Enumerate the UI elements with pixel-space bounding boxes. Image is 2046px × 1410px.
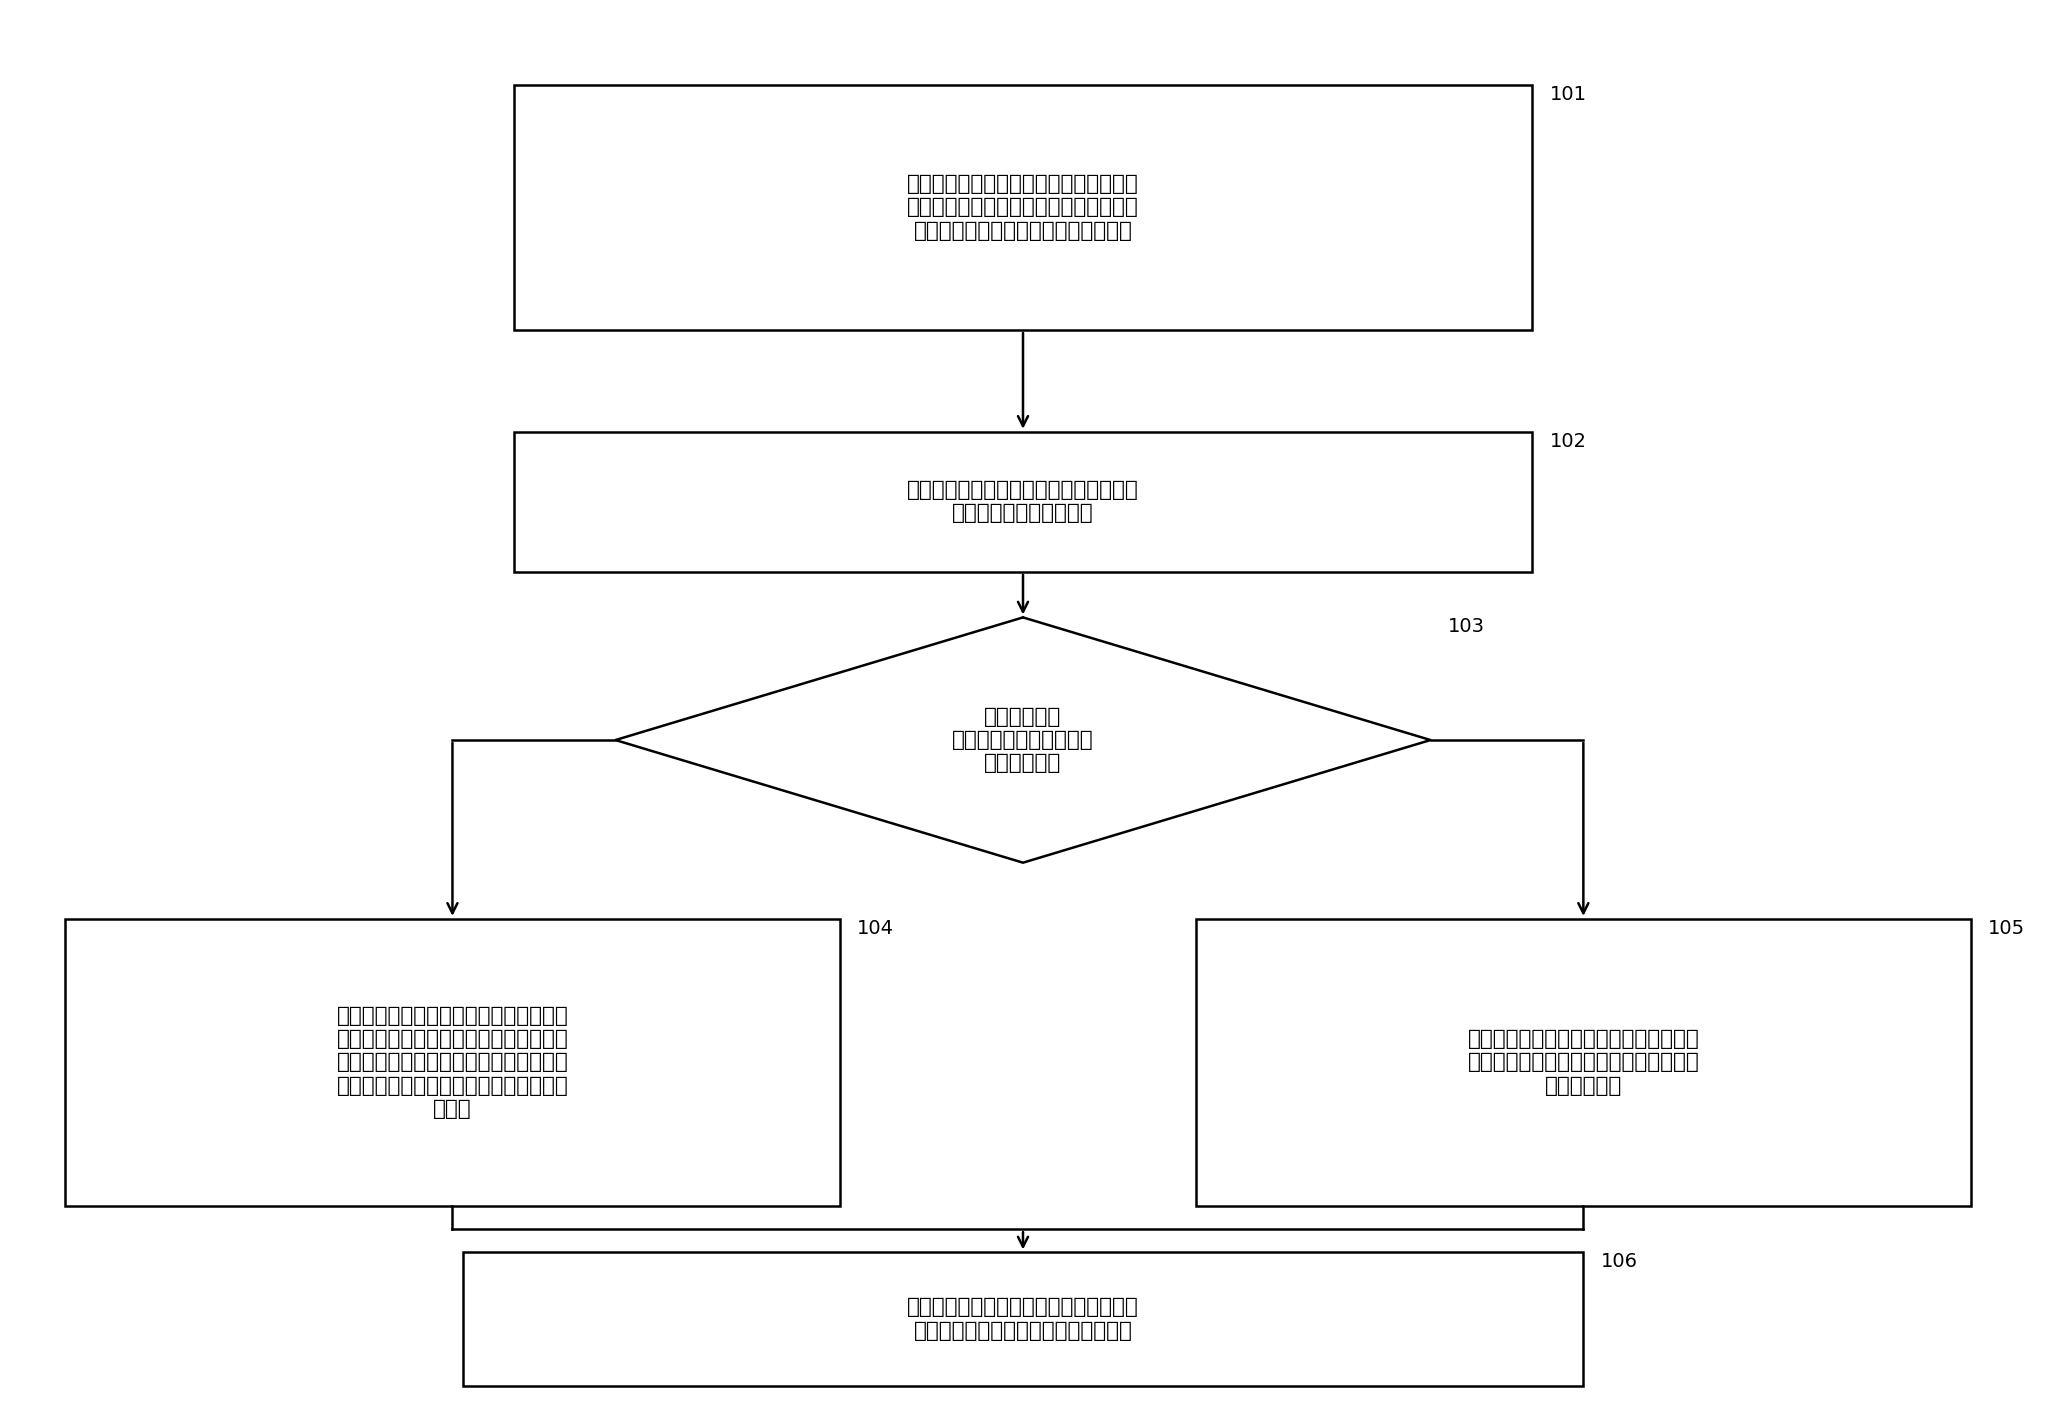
- Polygon shape: [616, 618, 1430, 863]
- Text: 105: 105: [1989, 919, 2026, 938]
- Text: 获取到第一计数器的当前计数值作为目标
比特数；其中，每经过一个工作周期，所
述第一计数器减去一个比特数目，所述比
特数目为所述工作周期内从出栈点出去的
比特数: 获取到第一计数器的当前计数值作为目标 比特数；其中，每经过一个工作周期，所 述第…: [338, 1005, 569, 1118]
- Text: 根据所述目标比特数与所述第一时戳，获
取到所述当前时刻出栈点处的第二时戳: 根据所述目标比特数与所述第一时戳，获 取到所述当前时刻出栈点处的第二时戳: [906, 1297, 1140, 1341]
- Bar: [65, 919, 839, 1206]
- Bar: [514, 431, 1532, 572]
- Text: 在取戳点对所述目标报文进行取戳，得到
所述目标报文的第一时戳: 在取戳点对所述目标报文进行取戳，得到 所述目标报文的第一时戳: [906, 481, 1140, 523]
- Text: 103: 103: [1449, 618, 1485, 636]
- Bar: [1197, 919, 1970, 1206]
- Text: 在所述取戳点
检测是否接收到所述目标
报文的指示码: 在所述取戳点 检测是否接收到所述目标 报文的指示码: [951, 706, 1095, 773]
- Text: 102: 102: [1551, 431, 1588, 451]
- Text: 106: 106: [1600, 1252, 1639, 1272]
- Text: 指示所述第一计数器将所述当前计数值与
所述目标报文的总比特数作和，以得到所
述目标比特数: 指示所述第一计数器将所述当前计数值与 所述目标报文的总比特数作和，以得到所 述目…: [1467, 1029, 1700, 1096]
- Bar: [514, 85, 1532, 330]
- Text: 101: 101: [1551, 85, 1588, 104]
- Bar: [462, 1252, 1584, 1386]
- Text: 在对目标报文进行取戳前，增加所述目标
报文的比特位调整所述目标报文的长度，
以使所述目标报文的长度达到预设长度: 在对目标报文进行取戳前，增加所述目标 报文的比特位调整所述目标报文的长度， 以使…: [906, 175, 1140, 241]
- Text: 104: 104: [857, 919, 894, 938]
